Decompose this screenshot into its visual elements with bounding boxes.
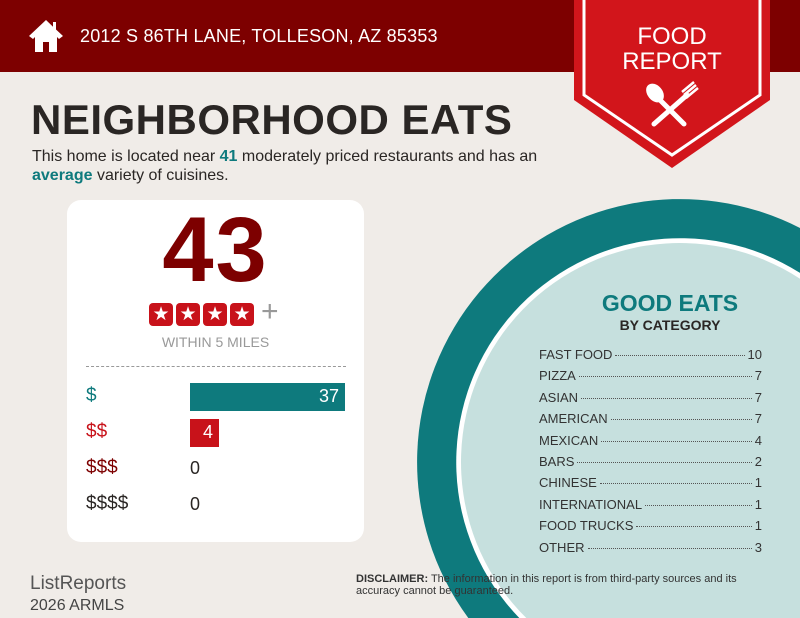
dot-leader (577, 461, 752, 463)
dot-leader (587, 547, 752, 549)
disclaimer: DISCLAIMER: The information in this repo… (356, 573, 776, 597)
star-icon: ★ (230, 303, 254, 326)
category-row: MEXICAN 4 (539, 433, 762, 454)
dot-leader (636, 526, 752, 528)
star-icon: ★ (149, 303, 173, 326)
category-count: 2 (754, 453, 762, 469)
listreports-logo: ListReports (30, 573, 127, 594)
category-row: BARS 2 (539, 454, 762, 475)
dot-leader (581, 397, 752, 399)
intro-post: variety of cuisines. (92, 167, 229, 184)
dot-leader (578, 376, 752, 378)
dot-leader (610, 419, 752, 421)
intro-pre: This home is located near (32, 148, 220, 165)
price-level-bar: 37 (190, 383, 345, 411)
price-level-label: $$$ (86, 457, 118, 478)
category-list: FAST FOOD 10 PIZZA 7 ASIAN 7 AMERICAN 7 MEXICAN 4… (539, 347, 762, 561)
categories-subtitle: BY CATEGORY (619, 317, 721, 333)
price-level-count: 37 (318, 386, 339, 406)
category-row: ASIAN 7 (539, 390, 762, 411)
badge-title: FOOD REPORT (574, 24, 770, 74)
category-name: MEXICAN (539, 432, 599, 448)
category-row: FAST FOOD 10 (539, 347, 762, 368)
category-name: AMERICAN (539, 411, 608, 427)
dot-leader (645, 504, 752, 506)
dot-leader (601, 440, 752, 442)
category-count: 7 (754, 389, 762, 405)
summary-card: 43 ★ ★ ★ ★ + (67, 200, 364, 542)
rating-plus: + (261, 295, 279, 328)
category-count: 1 (754, 518, 762, 534)
category-count: 7 (754, 411, 762, 427)
price-level-count: 0 (190, 458, 201, 478)
category-row: AMERICAN 7 (539, 411, 762, 432)
price-level-label: $ (86, 385, 97, 406)
divider (86, 366, 346, 367)
categories-title: GOOD EATS (601, 290, 739, 316)
property-address: 2012 S 86TH LANE, TOLLESON, AZ 85353 (80, 26, 438, 46)
badge-line-1: FOOD (637, 23, 707, 50)
category-row: INTERNATIONAL 1 (539, 497, 762, 518)
category-count: 3 (754, 539, 762, 555)
price-level-row: $37 (86, 383, 346, 411)
price-level-bar: 4 (190, 419, 219, 447)
total-restaurants: 43 (162, 199, 269, 301)
star-icon: ★ (203, 303, 227, 326)
category-name: OTHER (539, 539, 585, 555)
price-level-label: $$$$ (86, 493, 129, 514)
category-count: 4 (754, 432, 762, 448)
category-name: FOOD TRUCKS (539, 518, 634, 534)
category-count: 1 (754, 496, 762, 512)
price-level-label: $$ (86, 421, 108, 442)
mls-watermark: 2026 ARMLS (30, 597, 125, 614)
variety-level: average (32, 167, 93, 184)
category-row: CHINESE 1 (539, 475, 762, 496)
dot-leader (615, 355, 745, 356)
category-row: FOOD TRUCKS 1 (539, 518, 762, 539)
category-name: CHINESE (539, 475, 597, 491)
price-level-count: 0 (190, 494, 201, 514)
category-name: BARS (539, 453, 575, 469)
price-level-count: 4 (202, 422, 213, 442)
dot-leader (599, 483, 752, 485)
category-row: PIZZA 7 (539, 368, 762, 389)
home-icon (29, 20, 63, 52)
spoon-fork-icon (646, 81, 699, 127)
disclaimer-text: The information in this report is from t… (356, 573, 737, 597)
restaurant-count: 41 (219, 148, 238, 165)
intro-mid: moderately priced restaurants and has an (237, 148, 538, 165)
price-level-row: $$$$ 0 (86, 491, 346, 519)
radius-label: WITHIN 5 MILES (161, 334, 270, 350)
intro-text: This home is located near 41 moderately … (32, 147, 562, 185)
category-name: INTERNATIONAL (539, 496, 643, 512)
star-icon: ★ (176, 303, 200, 326)
badge-line-2: REPORT (622, 48, 722, 75)
price-level-row: $$$ 0 (86, 455, 346, 483)
category-name: FAST FOOD (539, 347, 613, 362)
page-title: NEIGHBORHOOD EATS (31, 96, 513, 143)
category-count: 1 (754, 475, 762, 491)
category-name: PIZZA (539, 368, 576, 384)
category-name: ASIAN (539, 389, 579, 405)
food-report-badge (574, 0, 770, 168)
category-count: 7 (754, 368, 762, 384)
star-rating: ★ ★ ★ ★ (149, 303, 254, 326)
category-row: OTHER 3 (539, 540, 762, 561)
category-count: 10 (747, 347, 762, 362)
price-level-row: $$ 4 (86, 419, 346, 447)
disclaimer-label: DISCLAIMER: (356, 573, 429, 585)
